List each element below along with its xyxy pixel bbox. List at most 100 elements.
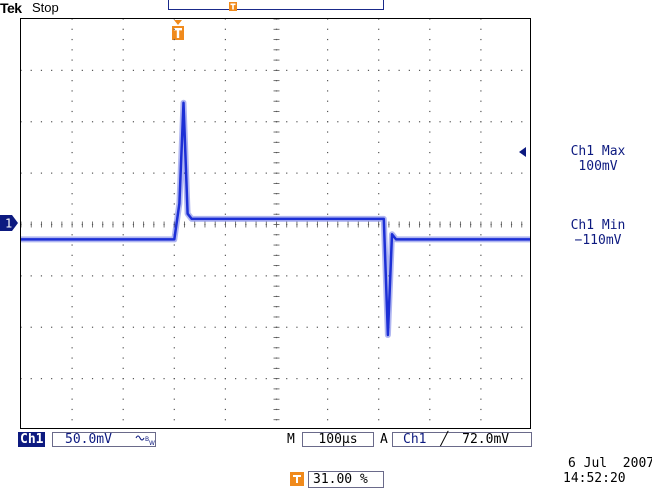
grid-dot (337, 378, 339, 380)
waveform-graticule[interactable] (20, 18, 531, 429)
grid-dot (71, 100, 73, 102)
grid-dot (163, 69, 165, 71)
grid-dot (214, 121, 216, 123)
grid-dot (429, 131, 431, 133)
grid-dot (224, 336, 226, 339)
grid-dot (71, 265, 73, 267)
grid-dot (71, 38, 73, 41)
grid-dot (327, 326, 329, 328)
grid-dot (378, 254, 380, 256)
grid-dot (429, 316, 431, 318)
grid-dot (224, 265, 226, 267)
grid-dot (327, 419, 329, 421)
grid-dot (122, 131, 124, 133)
grid-dot (122, 244, 124, 246)
grid-dot (122, 336, 124, 339)
grid-dot (327, 316, 329, 318)
grid-dot (173, 295, 175, 298)
grid-dot (255, 69, 257, 71)
grid-dot (439, 275, 441, 277)
grid-dot (122, 172, 124, 174)
grid-dot (224, 121, 226, 123)
timebase-readout[interactable]: 100µs (302, 432, 374, 447)
grid-dot (378, 110, 380, 113)
grid-dot (81, 69, 83, 71)
grid-dot (163, 121, 165, 123)
grid-dot (153, 69, 155, 71)
grid-dot (235, 378, 237, 380)
grid-dot (480, 203, 482, 205)
grid-dot (122, 398, 124, 400)
grid-dot (327, 110, 329, 113)
grid-dot (378, 172, 380, 174)
grid-dot (265, 69, 267, 71)
grid-dot (521, 378, 523, 380)
grid-dot (51, 275, 53, 277)
grid-dot (173, 80, 175, 82)
ch1-ground-marker-icon[interactable]: 1 (0, 215, 18, 231)
grid-dot (122, 90, 124, 92)
grid-dot (214, 326, 216, 328)
grid-dot (224, 59, 226, 61)
grid-dot (224, 347, 226, 349)
grid-dot (224, 203, 226, 205)
grid-dot (21, 121, 22, 123)
grid-dot (265, 121, 267, 123)
grid-dot (143, 121, 145, 123)
grid-dot (71, 59, 73, 61)
grid-dot (21, 326, 22, 328)
grid-dot (316, 121, 318, 123)
grid-dot (378, 367, 380, 369)
grid-dot (173, 265, 175, 267)
trigger-position-readout[interactable]: 31.00 % (308, 471, 384, 488)
grid-dot (306, 275, 308, 277)
grid-dot (71, 295, 73, 298)
grid-dot (470, 275, 472, 277)
grid-dot (490, 275, 492, 277)
grid-dot (265, 275, 267, 277)
grid-dot (408, 326, 410, 328)
grid-dot (327, 28, 329, 30)
grid-dot (224, 367, 226, 369)
grid-dot (429, 244, 431, 246)
grid-dot (153, 121, 155, 123)
grid-dot (102, 69, 104, 71)
grid-dot (378, 408, 380, 411)
grid-dot (122, 316, 124, 318)
grid-dot (102, 121, 104, 123)
grid-dot (337, 69, 339, 71)
trigger-position-icon (290, 472, 304, 486)
grid-dot (122, 28, 124, 30)
grid-dot (480, 80, 482, 82)
grid-dot (224, 141, 226, 143)
grid-dot (429, 254, 431, 256)
channel-badge[interactable]: Ch1 (18, 432, 46, 447)
grid-dot (378, 285, 380, 287)
grid-dot (173, 172, 175, 174)
grid-dot (357, 378, 359, 380)
grid-dot (235, 326, 237, 328)
grid-dot (480, 100, 482, 102)
grid-dot (30, 172, 32, 174)
grid-dot (327, 172, 329, 174)
grid-dot (357, 121, 359, 123)
grid-dot (173, 367, 175, 369)
trigger-readout[interactable]: Ch1 ╱ 72.0mV (392, 432, 532, 447)
grid-dot (510, 121, 513, 123)
grid-dot (40, 172, 43, 174)
grid-dot (306, 69, 308, 71)
grid-dot (480, 38, 482, 41)
grid-dot (21, 378, 22, 380)
grid-dot (122, 326, 124, 328)
grid-dot (327, 69, 329, 71)
grid-dot (224, 69, 226, 71)
grid-dot (173, 244, 175, 246)
grid-dot (327, 151, 329, 154)
grid-dot (449, 326, 451, 328)
trigger-level: 72.0mV (462, 432, 510, 447)
trigger-position-marker-icon[interactable] (170, 20, 186, 42)
channel-scale-readout[interactable]: 50.0mV (52, 432, 156, 447)
grid-dot (429, 388, 431, 390)
grid-dot (480, 28, 482, 30)
grid-dot (71, 388, 73, 390)
